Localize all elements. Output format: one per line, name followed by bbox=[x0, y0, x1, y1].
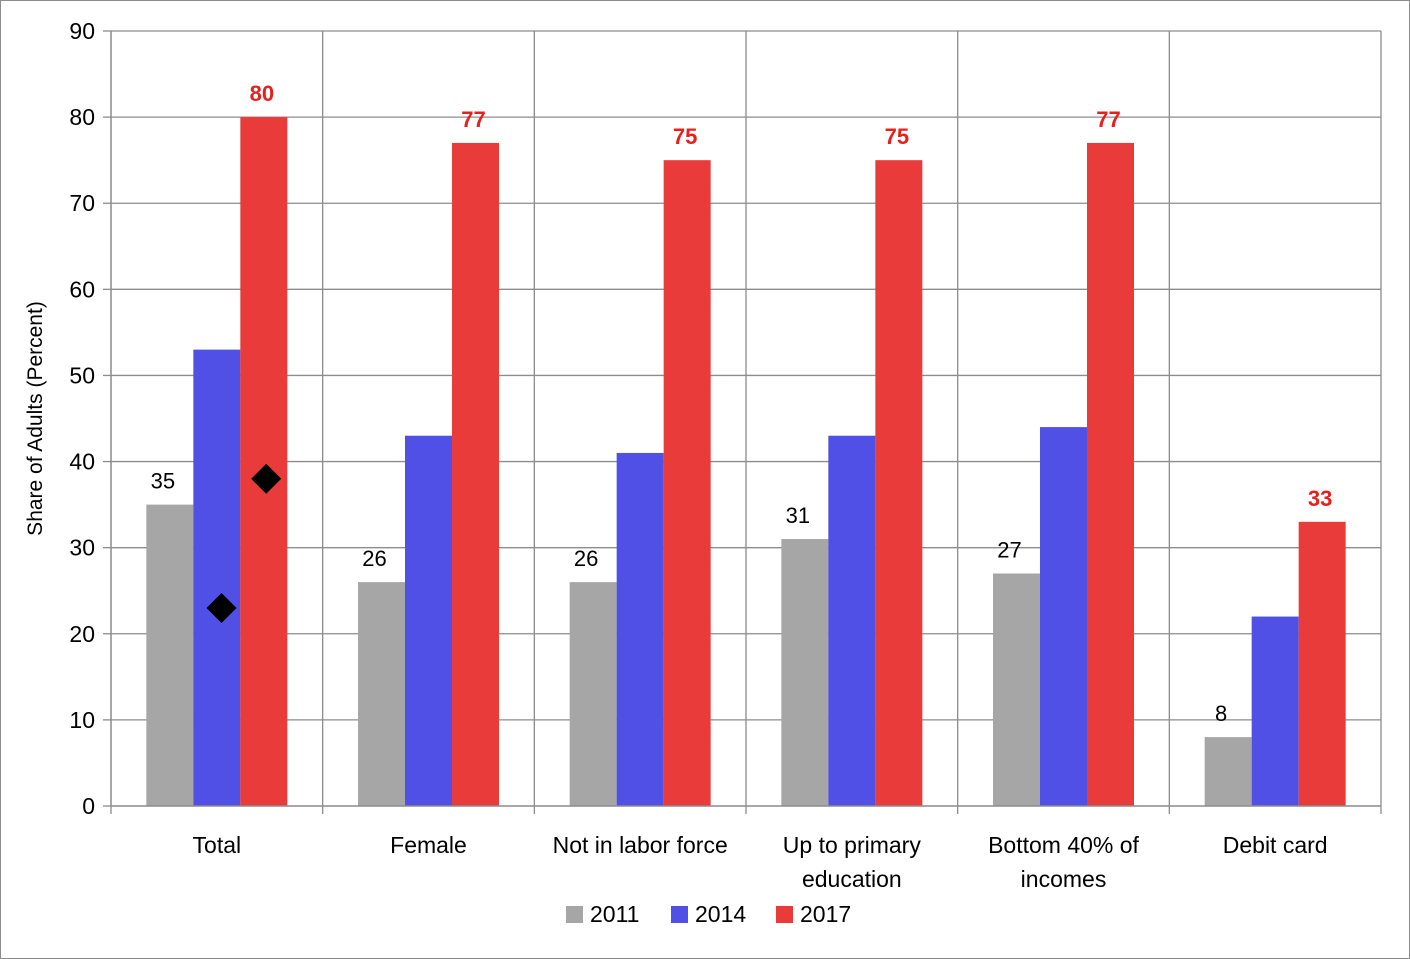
bar-2014-up-to-primary-education bbox=[828, 435, 876, 806]
bar-2011-female bbox=[358, 582, 405, 806]
bar-2017-up-to-primary-education bbox=[875, 160, 923, 806]
x-tick-label-debit-card: Debit card bbox=[1223, 832, 1328, 858]
x-tick-label-bottom-40-of-incomes: Bottom 40% of incomes bbox=[988, 832, 1139, 892]
x-tick-label-female: Female bbox=[390, 832, 467, 858]
x-tick-label-total: Total bbox=[193, 832, 242, 858]
y-tick-label-20: 20 bbox=[69, 621, 95, 647]
data-label-2011-female: 26 bbox=[362, 546, 386, 571]
marker-diamond-0 bbox=[206, 592, 237, 623]
y-tick-label-0: 0 bbox=[82, 793, 95, 819]
bar-2017-bottom-40-of-incomes bbox=[1087, 142, 1134, 806]
y-tick-label-40: 40 bbox=[69, 449, 95, 475]
bar-2014-bottom-40-of-incomes bbox=[1040, 427, 1087, 806]
bar-2011-bottom-40-of-incomes bbox=[993, 573, 1040, 806]
data-label-2017-female: 77 bbox=[461, 107, 485, 132]
bar-2014-not-in-labor-force bbox=[616, 452, 664, 806]
data-label-2011-total: 35 bbox=[151, 469, 175, 494]
bar-2011-not-in-labor-force bbox=[569, 582, 617, 806]
y-axis-title: Share of Adults (Percent) bbox=[24, 301, 47, 536]
legend-label-2014: 2014 bbox=[695, 901, 746, 927]
y-tick-label-50: 50 bbox=[69, 362, 95, 388]
bar-2011-total bbox=[146, 504, 194, 806]
legend-label-2011: 2011 bbox=[590, 901, 639, 927]
bar-2014-total bbox=[193, 349, 241, 806]
bar-2017-debit-card bbox=[1298, 521, 1346, 806]
bar-2014-female bbox=[405, 435, 452, 806]
bar-2011-up-to-primary-education bbox=[781, 539, 829, 806]
data-label-2011-debit-card: 8 bbox=[1215, 701, 1227, 726]
y-tick-label-60: 60 bbox=[69, 276, 95, 302]
bar-2014-debit-card bbox=[1251, 616, 1299, 806]
bar-2017-total bbox=[240, 117, 288, 807]
data-label-2017-bottom-40-of-incomes: 77 bbox=[1096, 107, 1120, 132]
data-label-2017-not-in-labor-force: 75 bbox=[673, 124, 697, 149]
bar-2017-female bbox=[452, 142, 499, 806]
x-tick-label-not-in-labor-force: Not in labor force bbox=[553, 832, 728, 858]
x-tick-label-up-to-primary-education: Up to primary education bbox=[783, 832, 922, 892]
y-tick-label-30: 30 bbox=[69, 535, 95, 561]
data-label-2011-not-in-labor-force: 26 bbox=[574, 546, 598, 571]
data-label-2017-debit-card: 33 bbox=[1308, 486, 1332, 511]
legend-swatch-2017 bbox=[776, 906, 793, 923]
data-label-2017-total: 80 bbox=[250, 81, 274, 106]
data-label-2011-bottom-40-of-incomes: 27 bbox=[997, 538, 1021, 563]
legend-swatch-2011 bbox=[566, 906, 583, 923]
data-label-2011-up-to-primary-education: 31 bbox=[786, 503, 810, 528]
y-tick-label-90: 90 bbox=[69, 18, 95, 44]
data-label-2017-up-to-primary-education: 75 bbox=[885, 124, 909, 149]
legend-label-2017: 2017 bbox=[800, 901, 851, 927]
marker-diamond-1 bbox=[251, 463, 282, 494]
bar-2017-not-in-labor-force bbox=[663, 160, 711, 806]
y-tick-label-70: 70 bbox=[69, 190, 95, 216]
y-tick-label-80: 80 bbox=[69, 104, 95, 130]
legend-swatch-2014 bbox=[671, 906, 688, 923]
bar-2011-debit-card bbox=[1204, 737, 1252, 806]
y-tick-label-10: 10 bbox=[69, 707, 95, 733]
